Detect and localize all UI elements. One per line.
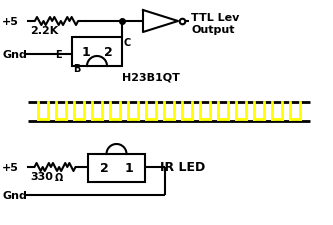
Bar [72,38,122,67]
Text: TTL Lev
Output: TTL Lev Output [191,13,239,34]
Text: E: E [55,50,62,60]
Text: Gnd: Gnd [2,190,27,200]
Text: 1: 1 [82,46,90,59]
Text: +5: +5 [2,17,19,27]
Text: 2.2K: 2.2K [30,26,58,36]
Text: 1: 1 [125,162,134,175]
Bar [88,154,145,182]
Text: Gnd: Gnd [2,50,27,60]
Text: +5: +5 [2,162,19,172]
Text: Ω: Ω [55,172,63,182]
Text: 330: 330 [30,171,53,181]
Text: H23B1QT: H23B1QT [122,72,180,82]
Text: IR LED: IR LED [160,161,205,174]
Text: 2: 2 [104,46,112,59]
Text: 2: 2 [100,162,108,175]
Text: C: C [123,38,130,48]
Text: B: B [73,64,80,74]
